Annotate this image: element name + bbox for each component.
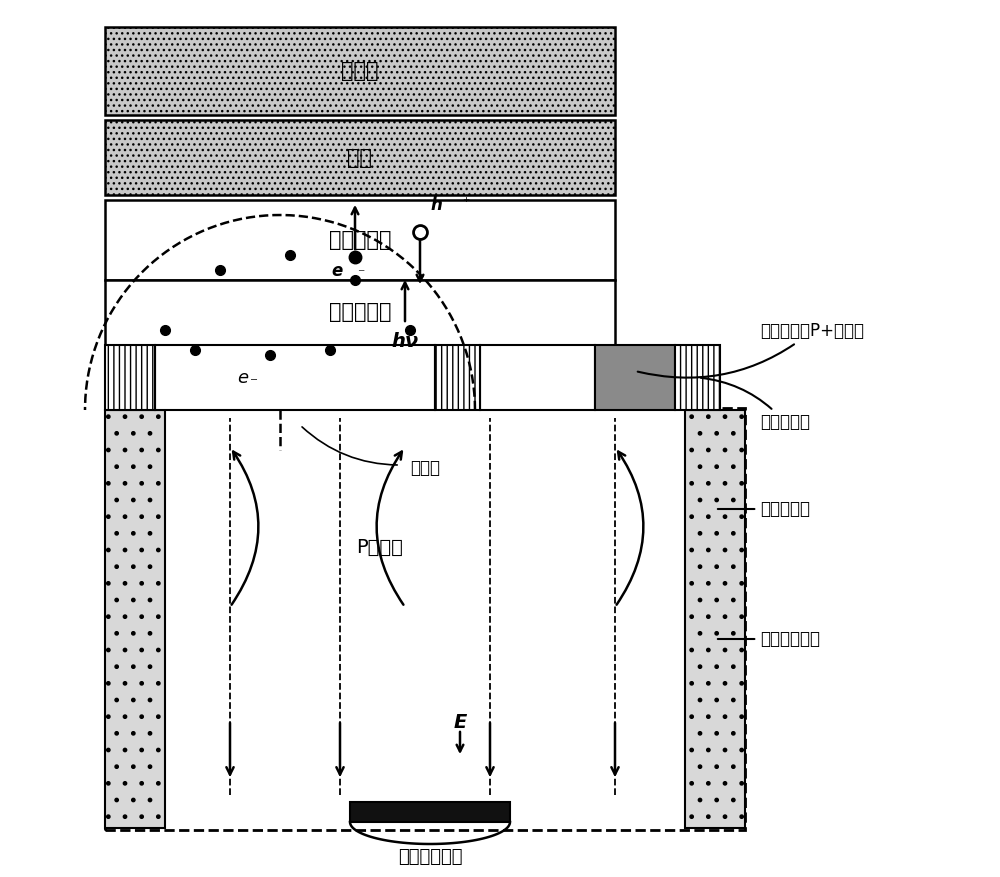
- Text: E: E: [453, 712, 467, 731]
- Text: P型质底: P型质底: [357, 538, 403, 557]
- Bar: [435, 345, 480, 410]
- Text: 光电子调制区: 光电子调制区: [718, 630, 820, 648]
- Text: e: e: [332, 262, 343, 280]
- Text: 衬底底部电极: 衬底底部电极: [398, 848, 462, 866]
- Bar: [105, 345, 155, 410]
- Bar: [350, 802, 510, 822]
- Text: ⁻: ⁻: [357, 267, 364, 281]
- Text: 控制栏: 控制栏: [341, 61, 379, 81]
- Bar: [685, 410, 745, 828]
- Bar: [105, 200, 615, 280]
- Text: 浅沟槽隔离: 浅沟槽隔离: [701, 378, 810, 431]
- Bar: [480, 345, 595, 410]
- Text: h: h: [430, 196, 442, 214]
- Text: ⁻: ⁻: [250, 375, 258, 390]
- Bar: [105, 408, 745, 830]
- Bar: [155, 345, 435, 410]
- Bar: [595, 345, 675, 410]
- Bar: [105, 410, 165, 828]
- Text: hν: hν: [391, 332, 419, 351]
- Text: 浮栏: 浮栏: [348, 147, 372, 168]
- Text: e: e: [237, 369, 248, 387]
- Text: 深沟槽隔离: 深沟槽隔离: [718, 500, 810, 518]
- Bar: [675, 345, 720, 410]
- Text: 底层介质层: 底层介质层: [329, 303, 391, 323]
- Text: 耗尽区: 耗尽区: [410, 459, 440, 477]
- Text: 光电子调制P+渗杂区: 光电子调制P+渗杂区: [638, 322, 864, 378]
- Text: ⁺: ⁺: [462, 196, 469, 210]
- Bar: [105, 280, 615, 345]
- Bar: [105, 27, 615, 115]
- Text: 顶层介质层: 顶层介质层: [329, 230, 391, 250]
- Bar: [105, 120, 615, 195]
